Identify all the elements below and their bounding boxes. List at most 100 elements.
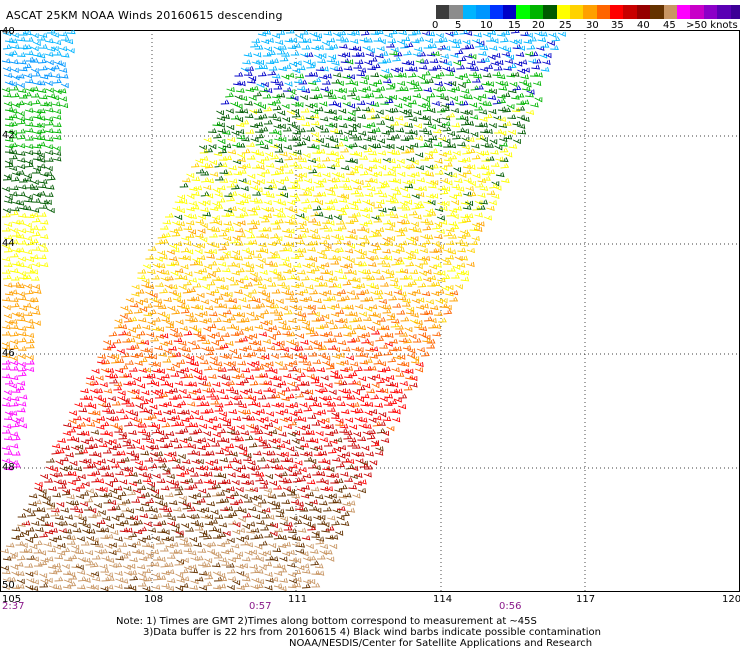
- wind-barb: [329, 123, 338, 129]
- wind-barb: [136, 564, 146, 570]
- wind-barb: [257, 31, 267, 37]
- wind-barb: [353, 184, 362, 190]
- wind-barb: [44, 166, 53, 172]
- wind-barb: [11, 571, 20, 577]
- wind-barb: [171, 220, 180, 226]
- wind-barb: [220, 227, 230, 233]
- wind-barb: [397, 171, 406, 178]
- wind-barb: [245, 479, 255, 486]
- wind-barb: [9, 339, 19, 345]
- wind-barb: [232, 580, 241, 586]
- wind-barb: [394, 388, 403, 394]
- wind-barb: [453, 205, 462, 211]
- wind-barb: [177, 345, 187, 352]
- wind-barb: [347, 91, 356, 97]
- wind-barb: [23, 222, 32, 229]
- wind-barb: [387, 171, 397, 177]
- wind-barb: [291, 125, 300, 131]
- wind-barb: [320, 323, 329, 328]
- wind-barb: [311, 376, 320, 382]
- wind-barb: [392, 417, 401, 423]
- wind-barb: [258, 214, 268, 220]
- wind-barb: [133, 478, 142, 484]
- wind-barb: [204, 471, 213, 477]
- wind-barb: [9, 431, 19, 437]
- wind-barb: [356, 51, 365, 57]
- wind-barb: [64, 39, 74, 45]
- wind-barb: [196, 254, 206, 260]
- wind-barb: [265, 411, 275, 417]
- wind-barb: [333, 437, 343, 443]
- wind-barb: [164, 340, 173, 346]
- wind-barb: [265, 162, 275, 168]
- wind-barb: [330, 372, 339, 378]
- wind-barb: [302, 153, 311, 159]
- wind-barb: [200, 170, 210, 176]
- wind-barb: [380, 332, 390, 338]
- wind-barb: [284, 457, 294, 463]
- wind-barb: [353, 46, 362, 52]
- wind-barb: [186, 401, 196, 407]
- wind-barb: [180, 308, 190, 314]
- wind-barb: [101, 464, 111, 470]
- wind-barb: [342, 240, 352, 246]
- wind-barb: [281, 396, 290, 402]
- wind-barb: [506, 54, 515, 60]
- wind-barb: [327, 190, 336, 196]
- wind-barb: [8, 50, 18, 56]
- wind-barb: [142, 324, 151, 330]
- wind-barb: [325, 534, 334, 540]
- wind-barb: [9, 228, 18, 234]
- wind-barb: [158, 457, 168, 463]
- wind-barb: [401, 164, 410, 170]
- wind-barb: [241, 473, 250, 479]
- wind-barb: [517, 129, 527, 135]
- wind-barb: [203, 185, 212, 191]
- wind-barb: [484, 128, 493, 135]
- wind-barb: [247, 351, 257, 357]
- note-line-2: 3)Data buffer is 22 hrs from 20160615 4)…: [143, 627, 601, 638]
- wind-barb: [220, 99, 230, 105]
- wind-barb: [475, 42, 484, 48]
- wind-barb: [195, 158, 204, 164]
- wind-barb: [77, 557, 86, 563]
- wind-barb: [357, 325, 367, 331]
- wind-barb: [114, 318, 123, 324]
- wind-barb: [42, 496, 51, 502]
- wind-barb: [333, 239, 343, 245]
- colorbar-label: 0: [432, 20, 439, 31]
- wind-barb: [95, 486, 104, 492]
- wind-barb: [403, 102, 412, 109]
- wind-barb: [378, 304, 387, 310]
- wind-barb: [485, 81, 495, 87]
- wind-barb: [366, 388, 375, 394]
- wind-barb: [236, 527, 246, 533]
- wind-barb: [270, 219, 280, 225]
- wind-barb: [260, 416, 269, 422]
- wind-barb: [339, 183, 348, 188]
- wind-barb: [17, 212, 27, 218]
- wind-barb: [1, 569, 11, 575]
- wind-barb: [193, 428, 203, 434]
- wind-barb: [183, 436, 193, 442]
- wind-barb: [448, 221, 458, 227]
- wind-barb: [393, 72, 403, 78]
- wind-barb: [331, 353, 341, 359]
- wind-barb: [300, 339, 309, 345]
- wind-barb: [22, 274, 32, 280]
- wind-barb: [407, 72, 417, 78]
- wind-barb: [372, 127, 381, 132]
- wind-barb: [57, 437, 66, 443]
- wind-barb: [8, 130, 18, 136]
- wind-barb: [291, 283, 300, 289]
- wind-barb: [239, 446, 248, 452]
- wind-barb: [9, 210, 19, 216]
- wind-barb: [441, 115, 451, 121]
- wind-barb: [428, 183, 437, 189]
- wind-barb: [398, 30, 408, 36]
- wind-barb: [83, 458, 92, 464]
- wind-barb: [242, 163, 251, 169]
- wind-barb: [284, 155, 294, 161]
- wind-barb: [386, 143, 395, 150]
- wind-barb: [478, 100, 488, 106]
